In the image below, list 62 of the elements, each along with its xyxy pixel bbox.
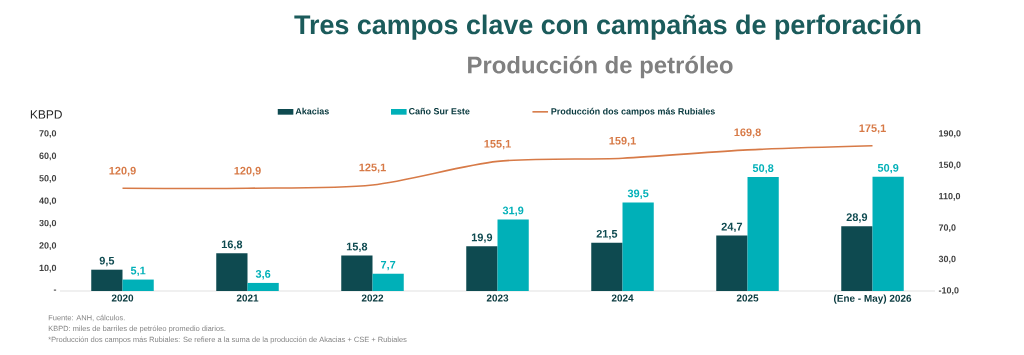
- y2-tick-label: 70,0: [938, 224, 956, 233]
- bar: [91, 269, 123, 291]
- y-tick-label: 70,0: [39, 130, 57, 138]
- bar: [497, 219, 529, 291]
- y-tick-label: 40,0: [39, 197, 57, 206]
- bar: [372, 273, 404, 291]
- data-label: 16,8: [221, 240, 243, 250]
- data-label: 169,8: [734, 128, 761, 138]
- y-tick-label: 30,0: [39, 219, 57, 228]
- y2-tick-label: -10,0: [938, 287, 959, 295]
- x-tick-label: (Ene - May) 2026: [833, 294, 912, 304]
- data-label: 28,9: [846, 213, 868, 223]
- data-label: 159,1: [609, 136, 636, 147]
- data-label: 7,7: [380, 260, 396, 271]
- bar: [341, 255, 373, 291]
- chart-title: Tres campos clave con campañas de perforación: [294, 14, 921, 40]
- y2-tick-label: 30,0: [938, 255, 956, 264]
- data-label: 24,7: [721, 222, 743, 233]
- y2-tick-label: 150,0: [939, 161, 961, 170]
- bar: [216, 253, 248, 291]
- data-label: 125,1: [359, 163, 386, 173]
- bar: [747, 177, 779, 291]
- data-label: 120,9: [234, 166, 261, 177]
- y2-tick-label: 110,0: [939, 192, 961, 201]
- y-tick-label: -: [53, 289, 57, 291]
- bar: [841, 226, 873, 291]
- data-label: 3,6: [255, 270, 271, 280]
- data-label: 155,1: [484, 140, 511, 150]
- bar: [591, 242, 623, 291]
- x-tick-label: 2025: [736, 294, 759, 302]
- chart-subtitle: Producción de petróleo: [468, 55, 733, 79]
- data-label: 31,9: [502, 206, 524, 216]
- data-label: 50,9: [877, 163, 899, 174]
- bar: [466, 246, 498, 291]
- x-tick-label: 2022: [361, 294, 384, 302]
- bar: [122, 279, 154, 291]
- legend-label: Caño Sur Este: [408, 107, 470, 115]
- x-tick-label: 2021: [236, 294, 259, 302]
- x-tick-label: 2023: [486, 294, 509, 302]
- y2-tick-label: 190,0: [939, 130, 961, 138]
- legend-label: Akacias: [295, 107, 329, 115]
- y-tick-label: 60,0: [39, 152, 57, 161]
- bar: [247, 282, 279, 291]
- data-label: 21,5: [596, 229, 618, 240]
- data-label: 120,9: [109, 166, 136, 177]
- y-tick-label: 20,0: [39, 242, 57, 250]
- data-label: 39,5: [627, 189, 649, 199]
- bar: [872, 176, 904, 291]
- y-axis-title: KBPD: [30, 110, 62, 119]
- data-label: 5,1: [130, 266, 146, 277]
- legend-label: Producción dos campos más Rubiales: [551, 107, 715, 117]
- x-tick-label: 2024: [611, 294, 634, 302]
- data-label: 175,1: [859, 124, 886, 134]
- data-label: 15,8: [346, 242, 368, 253]
- y-tick-label: 50,0: [39, 175, 57, 183]
- x-tick-label: 2020: [111, 294, 134, 302]
- data-label: 9,5: [99, 256, 115, 267]
- data-label: 19,9: [471, 233, 493, 243]
- bar: [716, 235, 748, 291]
- data-label: 50,8: [752, 164, 774, 174]
- y-tick-label: 10,0: [39, 264, 57, 273]
- bar: [622, 202, 654, 291]
